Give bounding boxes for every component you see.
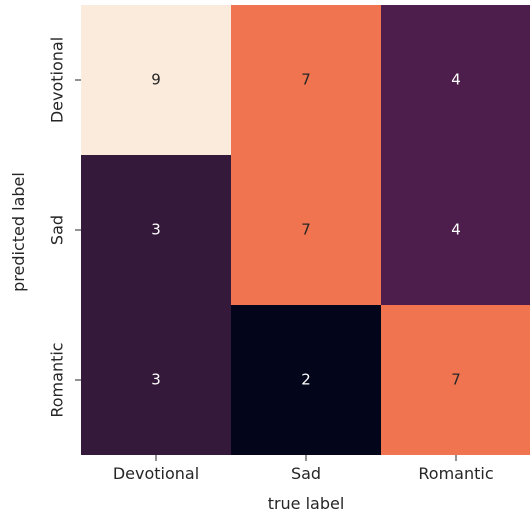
heatmap-value-2-0: 3 xyxy=(151,371,161,389)
heatmap-cell-0-1 xyxy=(231,5,381,155)
heatmap-cell-labels: 9 7 4 3 7 4 3 2 7 xyxy=(151,71,461,389)
x-axis-ticks: Devotional Sad Romantic xyxy=(113,455,494,483)
heatmap-value-1-2: 4 xyxy=(451,221,461,239)
heatmap-cells xyxy=(81,5,530,455)
y-tick-label-0: Devotional xyxy=(48,37,67,123)
heatmap-cell-2-0 xyxy=(81,305,231,455)
heatmap-value-0-0: 9 xyxy=(151,71,161,89)
heatmap-value-2-1: 2 xyxy=(301,371,311,389)
y-tick-label-1: Sad xyxy=(48,215,67,245)
heatmap-cell-1-1 xyxy=(231,155,381,305)
y-tick-label-2: Romantic xyxy=(48,342,67,417)
x-tick-label-1: Sad xyxy=(291,464,321,483)
heatmap-cell-0-0 xyxy=(81,5,231,155)
heatmap-value-1-1: 7 xyxy=(301,221,311,239)
heatmap-cell-1-2 xyxy=(381,155,530,305)
heatmap-cell-2-2 xyxy=(381,305,530,455)
heatmap-value-1-0: 3 xyxy=(151,221,161,239)
y-axis-label: predicted label xyxy=(9,172,28,292)
heatmap-value-0-1: 7 xyxy=(301,71,311,89)
x-tick-label-2: Romantic xyxy=(418,464,493,483)
heatmap-value-0-2: 4 xyxy=(451,71,461,89)
heatmap-cell-1-0 xyxy=(81,155,231,305)
heatmap-cell-0-2 xyxy=(381,5,530,155)
x-tick-label-0: Devotional xyxy=(113,464,199,483)
y-axis-ticks: Devotional Sad Romantic xyxy=(48,37,81,418)
heatmap-cell-2-1 xyxy=(231,305,381,455)
heatmap-value-2-2: 7 xyxy=(451,371,461,389)
x-axis-label: true label xyxy=(268,494,345,513)
